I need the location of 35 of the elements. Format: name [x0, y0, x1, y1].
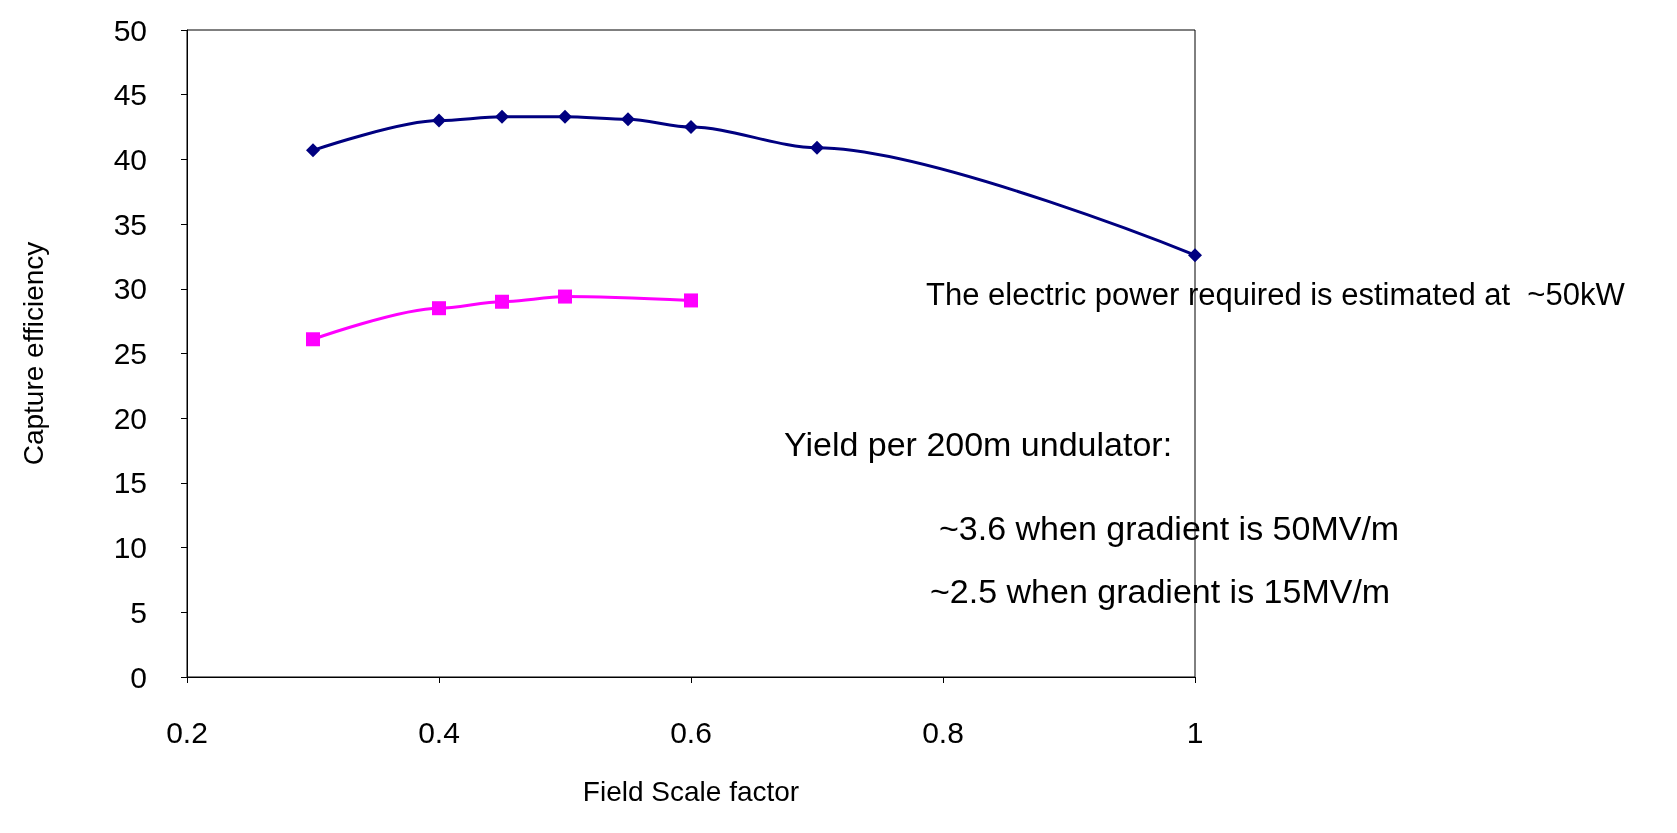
y-tick-label: 45	[113, 78, 147, 112]
point	[684, 293, 698, 308]
x-tick-label: 1	[1186, 715, 1204, 749]
y-tick-label: 20	[113, 401, 147, 435]
x-axis-title: Field Scale factor	[582, 775, 800, 807]
annotation: The electric power required is estimated at ~50kW	[926, 277, 1626, 313]
point	[810, 140, 824, 155]
point	[306, 332, 320, 347]
point	[558, 289, 572, 304]
y-tick-label: 0	[130, 660, 147, 694]
point	[495, 109, 509, 124]
x-tick-label: 0.2	[166, 715, 208, 749]
annotation: Yield per 200m undulator:	[784, 424, 1173, 463]
point	[1188, 248, 1202, 263]
point	[684, 120, 698, 135]
y-tick-label: 10	[113, 531, 147, 565]
y-tick-label: 5	[130, 595, 147, 629]
y-tick-label: 15	[113, 466, 147, 500]
y-tick-label: 25	[113, 337, 147, 370]
y-tick-label: 40	[113, 142, 147, 176]
point	[306, 143, 320, 158]
x-tick-label: 0.4	[418, 715, 460, 749]
y-axis-title: Capture efficiency	[17, 241, 49, 466]
point	[432, 113, 446, 128]
x-tick-label: 0.6	[670, 715, 712, 749]
y-tick-label: 50	[113, 13, 147, 47]
y-tick-label: 35	[113, 207, 147, 241]
y-tick-label: 30	[113, 272, 147, 306]
point	[558, 109, 572, 124]
point	[432, 301, 446, 316]
annotation: ~2.5 when gradient is 15MV/m	[930, 571, 1391, 610]
point	[495, 294, 509, 309]
x-tick-label: 0.8	[922, 715, 964, 749]
point	[621, 112, 635, 127]
annotation: ~3.6 when gradient is 50MV/m	[939, 508, 1400, 547]
